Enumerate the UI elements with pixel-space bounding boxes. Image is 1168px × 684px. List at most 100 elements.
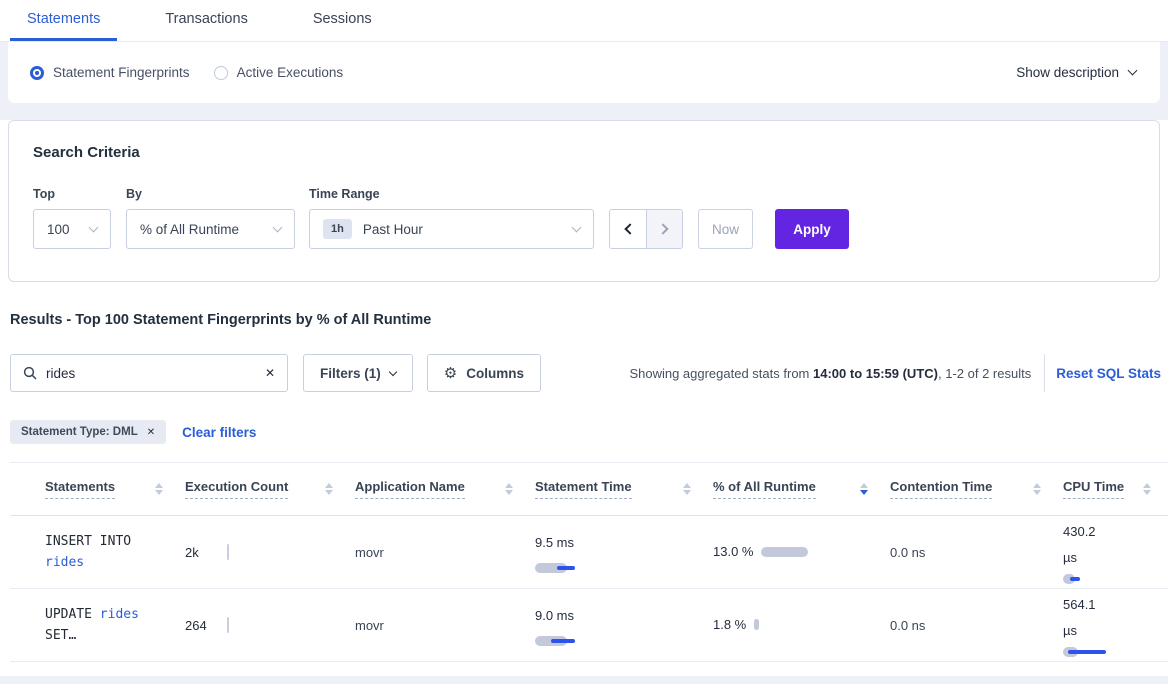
- time-range-select[interactable]: 1h Past Hour: [309, 209, 594, 249]
- by-select[interactable]: % of All Runtime: [126, 209, 295, 249]
- pct-runtime-bar: [761, 546, 811, 558]
- table-row[interactable]: UPDATE rides SET… 264 movr 9.0 ms: [10, 589, 1168, 662]
- tab-statements[interactable]: Statements: [10, 0, 118, 41]
- column-header-pct-of-all-runtime[interactable]: % of All Runtime: [713, 463, 890, 515]
- columns-button-label: Columns: [466, 365, 524, 381]
- column-header-label: Contention Time: [890, 479, 993, 499]
- column-header-label: Statements: [45, 479, 116, 499]
- statement-keyword: SET…: [45, 628, 77, 643]
- next-time-window-button[interactable]: [646, 210, 682, 248]
- execution-count-cell: 264: [185, 589, 355, 661]
- chevron-right-icon: [657, 223, 669, 235]
- pct-runtime-bar: [754, 619, 804, 631]
- time-range-field-group: Time Range 1h Past Hour: [309, 187, 594, 249]
- statement-keyword: INSERT INTO: [45, 534, 132, 549]
- top-tab-bar: Statements Transactions Sessions: [0, 0, 1168, 42]
- column-header-execution-count[interactable]: Execution Count: [185, 463, 355, 515]
- show-description-label: Show description: [1016, 65, 1119, 80]
- vertical-divider: [1044, 354, 1046, 392]
- radio-statement-fingerprints-label: Statement Fingerprints: [53, 65, 190, 80]
- bottom-spacer: [0, 662, 1168, 675]
- remove-filter-icon[interactable]: ✕: [146, 426, 156, 438]
- subnav-band: Statement Fingerprints Active Executions…: [0, 42, 1168, 120]
- sort-icon[interactable]: [505, 483, 513, 495]
- gear-icon: ⚙: [443, 364, 458, 382]
- statement-cell: INSERT INTO rides: [10, 516, 185, 588]
- radio-statement-fingerprints[interactable]: Statement Fingerprints: [30, 65, 190, 80]
- time-range-field-label: Time Range: [309, 187, 380, 201]
- clear-search-icon[interactable]: ✕: [264, 366, 275, 380]
- sort-icon-active-desc[interactable]: [860, 483, 868, 495]
- cpu-time-cell: 430.2 µs: [1063, 516, 1168, 588]
- tab-sessions[interactable]: Sessions: [296, 0, 389, 41]
- filters-button[interactable]: Filters (1): [303, 354, 413, 392]
- application-name-value: movr: [355, 617, 384, 633]
- radio-active-executions[interactable]: Active Executions: [213, 65, 344, 80]
- contention-time-value: 0.0 ns: [890, 617, 926, 633]
- table-row[interactable]: INSERT INTO rides 2k movr 9.5 ms: [10, 516, 1168, 589]
- radio-active-executions-label: Active Executions: [236, 65, 344, 80]
- statement-time-value: 9.5 ms: [535, 535, 575, 550]
- sort-icon[interactable]: [1033, 483, 1041, 495]
- tab-transactions[interactable]: Transactions: [148, 0, 264, 41]
- tab-transactions-label: Transactions: [165, 11, 248, 27]
- time-range-badge: 1h: [323, 219, 352, 239]
- search-icon: [23, 366, 37, 380]
- clear-filters-link[interactable]: Clear filters: [182, 424, 257, 440]
- sort-icon[interactable]: [155, 483, 163, 495]
- by-field-label: By: [126, 187, 142, 201]
- now-button[interactable]: Now: [698, 209, 753, 249]
- tab-sessions-label: Sessions: [312, 11, 372, 27]
- sort-icon[interactable]: [683, 483, 691, 495]
- stats-time-range: 14:00 to 15:59 (UTC): [813, 365, 938, 381]
- apply-button[interactable]: Apply: [775, 209, 849, 249]
- statement-search-box: ✕: [10, 354, 288, 392]
- table-header-row: Statements Execution Count Application N…: [10, 463, 1168, 516]
- by-field-group: By % of All Runtime: [126, 187, 309, 249]
- search-criteria-card: Search Criteria Top 100 By % of All Runt…: [8, 120, 1160, 282]
- previous-time-window-button[interactable]: [610, 210, 646, 248]
- aggregated-stats-text: Showing aggregated stats from 14:00 to 1…: [629, 366, 1031, 381]
- pct-runtime-cell: 13.0 %: [713, 516, 890, 588]
- statement-keyword: UPDATE: [45, 607, 100, 622]
- show-description-toggle[interactable]: Show description: [1016, 65, 1138, 80]
- column-header-statement-time[interactable]: Statement Time: [535, 463, 713, 515]
- column-header-label: % of All Runtime: [713, 479, 816, 499]
- application-name-cell: movr: [355, 589, 535, 661]
- column-header-label: Execution Count: [185, 479, 289, 499]
- time-range-select-value: Past Hour: [362, 221, 423, 237]
- column-header-contention-time[interactable]: Contention Time: [890, 463, 1063, 515]
- stats-prefix: Showing aggregated stats from: [629, 365, 813, 381]
- search-input[interactable]: [46, 365, 256, 381]
- statement-link[interactable]: rides: [45, 555, 85, 570]
- top-select-value: 100: [47, 221, 70, 237]
- cpu-time-bar: [1063, 646, 1113, 658]
- radio-unselected-icon: [213, 65, 228, 80]
- column-header-cpu-time[interactable]: CPU Time: [1063, 463, 1168, 515]
- chevron-down-icon: [388, 367, 398, 376]
- top-select[interactable]: 100: [33, 209, 111, 249]
- column-header-application-name[interactable]: Application Name: [355, 463, 535, 515]
- column-header-label: CPU Time: [1063, 479, 1125, 499]
- statements-table: Statements Execution Count Application N…: [10, 462, 1168, 662]
- reset-sql-stats-link[interactable]: Reset SQL Stats: [1056, 365, 1161, 381]
- column-header-statements[interactable]: Statements: [10, 463, 185, 515]
- statement-time-cell: 9.5 ms: [535, 516, 713, 588]
- contention-time-value: 0.0 ns: [890, 544, 926, 560]
- cpu-time-value: 430.2 µs: [1063, 524, 1096, 565]
- statement-link[interactable]: rides: [99, 607, 139, 622]
- sort-icon[interactable]: [325, 483, 333, 495]
- execution-count-value: 264: [185, 617, 207, 633]
- tab-statements-label: Statements: [27, 11, 101, 27]
- columns-button[interactable]: ⚙ Columns: [426, 354, 541, 392]
- column-header-label: Statement Time: [535, 479, 632, 499]
- pct-runtime-value: 13.0 %: [713, 544, 754, 559]
- sort-icon[interactable]: [1143, 483, 1151, 495]
- by-select-value: % of All Runtime: [140, 221, 240, 237]
- chevron-down-icon: [272, 222, 283, 232]
- time-window-arrows: [609, 209, 683, 249]
- filter-tag-statement-type[interactable]: Statement Type: DML ✕: [10, 420, 167, 444]
- search-criteria-title: Search Criteria: [33, 144, 140, 161]
- cpu-time-cell: 564.1 µs: [1063, 589, 1168, 661]
